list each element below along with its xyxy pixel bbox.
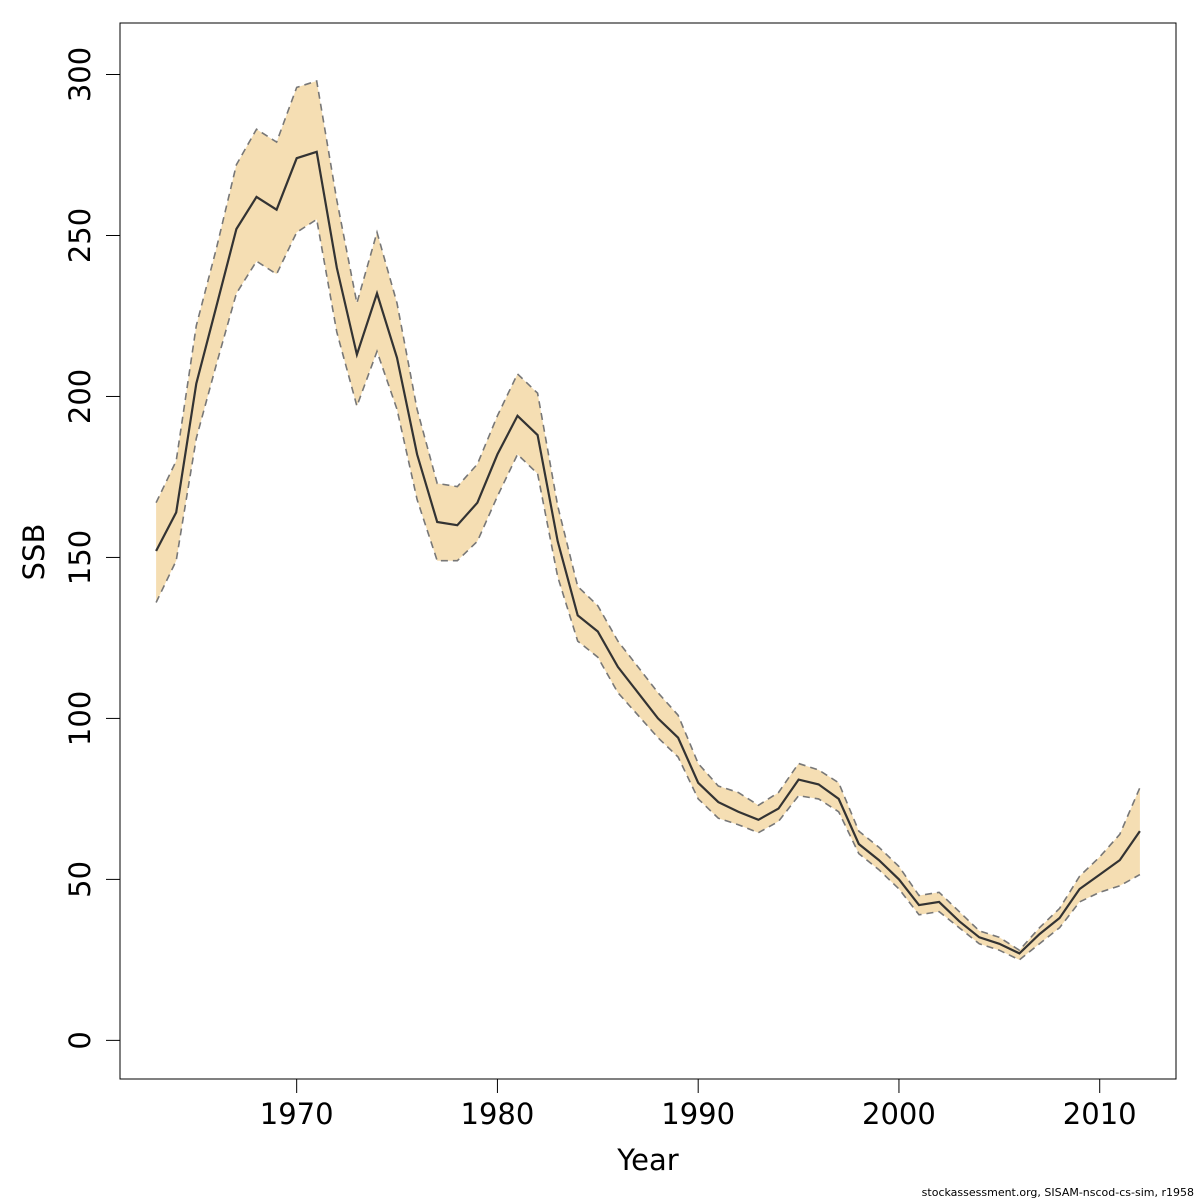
x-tick-label: 2000 bbox=[862, 1097, 936, 1131]
x-axis: 1970 1980 1990 2000 2010 bbox=[260, 1078, 1137, 1131]
ssb-estimate-line bbox=[155, 150, 1141, 955]
footer-credit: stockassessment.org, SISAM-nscod-cs-sim,… bbox=[922, 1186, 1194, 1199]
x-tick-label: 2010 bbox=[1063, 1097, 1137, 1131]
y-tick-label: 250 bbox=[63, 208, 97, 263]
series-line-layer bbox=[155, 79, 1141, 961]
x-tick-label: 1980 bbox=[461, 1097, 535, 1131]
confidence-band bbox=[156, 81, 1140, 960]
upper-bound-line bbox=[155, 79, 1141, 952]
x-tick-label: 1970 bbox=[260, 1097, 334, 1131]
y-axis-title: SSB bbox=[17, 524, 51, 581]
y-tick-label: 100 bbox=[63, 691, 97, 746]
x-tick-label: 1990 bbox=[661, 1097, 735, 1131]
y-tick-label: 300 bbox=[63, 47, 97, 102]
y-tick-label: 200 bbox=[63, 369, 97, 424]
confidence-band-layer bbox=[156, 81, 1140, 960]
y-tick-label: 150 bbox=[63, 530, 97, 585]
y-tick-label: 50 bbox=[63, 861, 97, 898]
lower-bound-line bbox=[155, 218, 1141, 961]
y-tick-label: 0 bbox=[63, 1031, 97, 1049]
x-axis-title: Year bbox=[616, 1143, 678, 1177]
y-axis: 0 50 100 150 200 250 300 bbox=[63, 47, 121, 1050]
